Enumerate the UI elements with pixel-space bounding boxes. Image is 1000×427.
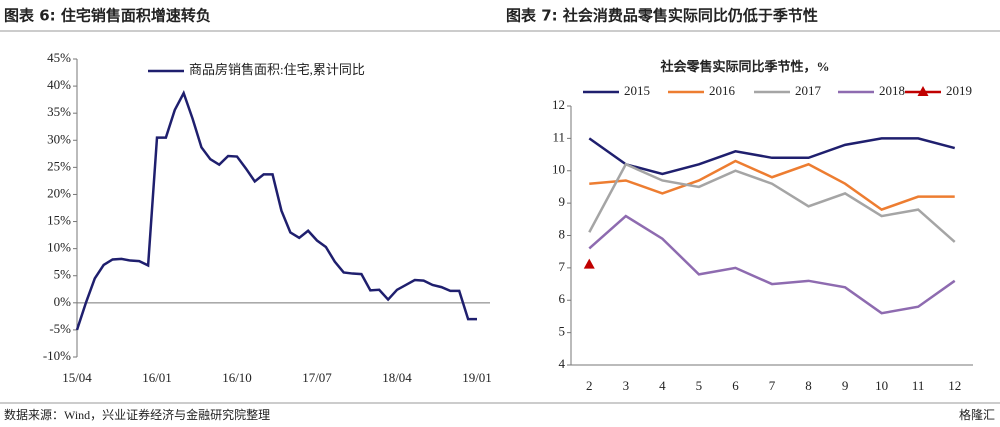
y-tick-label: 5 [559, 324, 566, 339]
y-tick-label: 5% [54, 267, 72, 282]
series-line [75, 90, 477, 331]
chart-subtitle: 社会零售实际同比季节性，% [659, 59, 829, 74]
x-tick-label: 2 [586, 378, 593, 393]
series-line [589, 159, 955, 211]
legend-label: 2019 [946, 83, 972, 98]
x-tick-label: 19/01 [462, 370, 492, 385]
y-tick-label: 20% [47, 185, 71, 200]
y-tick-label: -5% [49, 321, 71, 336]
legend-label: 2017 [795, 83, 822, 98]
series-line [588, 137, 956, 176]
y-tick-label: 0% [54, 294, 72, 309]
y-tick-label: 15% [47, 213, 71, 228]
x-tick-label: 9 [842, 378, 849, 393]
x-tick-label: 3 [623, 378, 630, 393]
x-tick-label: 4 [659, 378, 666, 393]
chart-title: 图表 6: 住宅销售面积增速转负 [4, 7, 211, 25]
x-tick-label: 7 [769, 378, 776, 393]
y-tick-label: 9 [559, 194, 566, 209]
y-tick-label: 35% [47, 104, 71, 119]
y-tick-label: -10% [43, 348, 71, 363]
y-tick-label: 7 [559, 259, 566, 274]
x-tick-label: 5 [696, 378, 703, 393]
x-tick-label: 12 [948, 378, 961, 393]
y-tick-label: 40% [47, 77, 71, 92]
legend-marker [917, 86, 929, 96]
y-tick-label: 25% [47, 158, 71, 173]
legend-label: 商品房销售面积:住宅,累计同比 [189, 62, 365, 77]
x-tick-label: 8 [805, 378, 812, 393]
y-tick-label: 6 [559, 291, 566, 306]
x-tick-label: 17/07 [302, 370, 332, 385]
y-tick-label: 8 [559, 226, 566, 241]
series-line [588, 162, 956, 243]
y-tick-label: 12 [552, 97, 565, 112]
y-tick-label: 10% [47, 240, 71, 255]
data-point [583, 258, 595, 269]
series-line [588, 214, 956, 315]
x-tick-label: 6 [732, 378, 739, 393]
watermark: 格隆汇 [959, 407, 995, 422]
x-tick-label: 10 [875, 378, 888, 393]
chart-title: 图表 7: 社会消费品零售实际同比仍低于季节性 [506, 7, 818, 25]
y-tick-label: 4 [559, 356, 566, 371]
x-tick-label: 18/04 [382, 370, 412, 385]
source-note: 数据来源：Wind，兴业证券经济与金融研究院整理 [4, 407, 270, 422]
legend-label: 2018 [879, 83, 905, 98]
legend-label: 2015 [624, 83, 650, 98]
legend-label: 2016 [709, 83, 736, 98]
y-tick-label: 30% [47, 131, 71, 146]
x-tick-label: 16/10 [222, 370, 252, 385]
x-tick-label: 11 [912, 378, 925, 393]
y-tick-label: 10 [552, 162, 565, 177]
x-tick-label: 15/04 [62, 370, 92, 385]
y-tick-label: 11 [552, 129, 565, 144]
x-tick-label: 16/01 [142, 370, 172, 385]
y-tick-label: 45% [47, 50, 71, 65]
